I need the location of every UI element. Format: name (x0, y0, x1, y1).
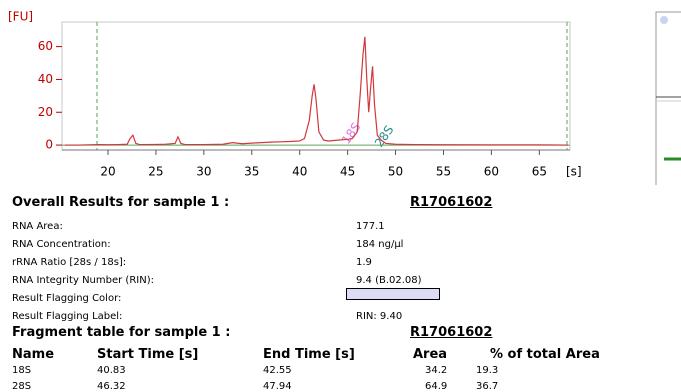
table-header: Name (12, 348, 54, 361)
table-header: End Time [s] (263, 348, 355, 361)
side-icon (660, 16, 668, 24)
electropherogram: [FU] [s] 18S 28S 0 20 40 60 20 25 30 35 40 45 50 55… (0, 0, 681, 185)
result-label: Result Flagging Color: (12, 294, 121, 304)
table-cell: 42.55 (263, 366, 292, 376)
table-cell: 19.3 (476, 366, 498, 376)
result-value: 1.9 (356, 258, 372, 268)
result-value: 177.1 (356, 222, 385, 232)
x-tick-label: 30 (196, 165, 211, 179)
peak-annotation: 28S (372, 123, 397, 150)
table-cell: 64.9 (425, 382, 447, 392)
table-header: % of total Area (490, 348, 600, 361)
table-cell: 18S (12, 366, 31, 376)
y-tick-label: 0 (45, 138, 53, 152)
y-tick-label: 20 (38, 105, 53, 119)
x-tick-label: 50 (388, 165, 403, 179)
x-axis-label: [s] (566, 165, 582, 179)
x-tick-label: 55 (436, 165, 451, 179)
plot-frame (62, 22, 570, 150)
table-cell: 40.83 (97, 366, 126, 376)
y-tick-label: 60 (38, 39, 53, 53)
result-label: RNA Concentration: (12, 240, 111, 250)
page: {"chart_data": {"type": "line", "ylabel"… (0, 0, 681, 392)
table-cell: 36.7 (476, 382, 498, 392)
x-tick-label: 25 (148, 165, 163, 179)
x-tick-label: 40 (292, 165, 307, 179)
section-title: Overall Results for sample 1 : (12, 196, 229, 209)
y-tick-label: 40 (38, 72, 53, 86)
result-value: 9.4 (B.02.08) (356, 276, 422, 286)
x-tick-label: 65 (532, 165, 547, 179)
sample-id: R17061602 (410, 326, 492, 339)
sample-id: R17061602 (410, 196, 492, 209)
x-tick-label: 60 (484, 165, 499, 179)
trace (65, 37, 568, 145)
result-label: rRNA Ratio [28s / 18s]: (12, 258, 126, 268)
result-value: 184 ng/µl (356, 240, 403, 250)
result-value: RIN: 9.40 (356, 312, 402, 322)
x-tick-label: 45 (340, 165, 355, 179)
table-cell: 28S (12, 382, 31, 392)
x-tick-label: 20 (100, 165, 115, 179)
peak-annotation: 18S (339, 120, 364, 147)
table-header: Start Time [s] (97, 348, 198, 361)
y-axis-label: [FU] (8, 10, 33, 24)
table-header: Area (413, 348, 447, 361)
table-cell: 34.2 (425, 366, 447, 376)
table-cell: 47.94 (263, 382, 292, 392)
flag-color-swatch (346, 288, 440, 300)
result-label: Result Flagging Label: (12, 312, 122, 322)
result-label: RNA Area: (12, 222, 63, 232)
section-title: Fragment table for sample 1 : (12, 326, 230, 339)
result-label: RNA Integrity Number (RIN): (12, 276, 154, 286)
x-tick-label: 35 (244, 165, 259, 179)
table-cell: 46.32 (97, 382, 126, 392)
